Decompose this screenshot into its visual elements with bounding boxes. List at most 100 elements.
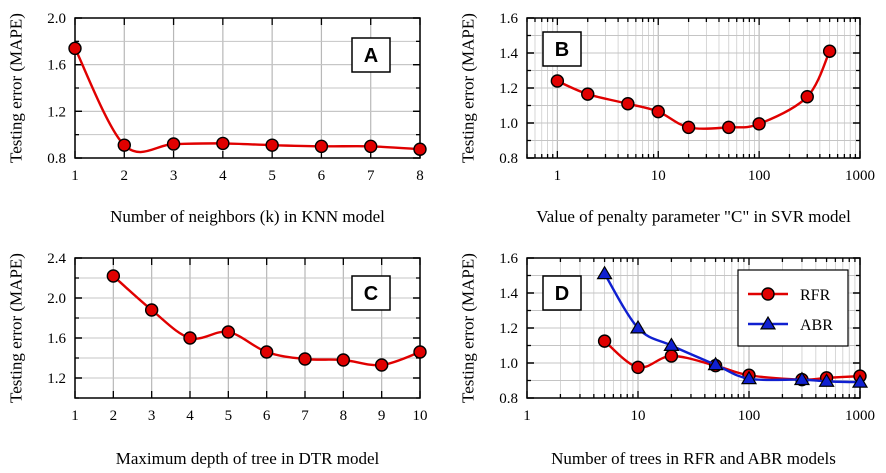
data-point	[144, 303, 159, 317]
legend-marker	[759, 315, 777, 330]
panel-letter-box	[351, 275, 391, 311]
x-tick-label: 1000	[845, 408, 875, 424]
chart-panel-a: 1 2 3 4 5 6 7 8 0.8 1.2 1.6 2.0 Number of neighbors …	[7, 11, 427, 226]
data-point	[413, 142, 427, 156]
data-point	[752, 117, 766, 131]
panel-letter-text: B	[555, 39, 569, 61]
x-axis-title: Number of neighbors (k) in KNN model	[110, 207, 385, 226]
series-abr	[596, 265, 869, 388]
x-tick-label: 10	[413, 408, 428, 424]
chart-panel-d: 1 10 100 1000 0.8 1.0 1.2 1.4 1.6 Number of trees…	[459, 251, 876, 468]
y-tick-label: 1.2	[499, 81, 518, 97]
x-tick-label: 10	[631, 408, 646, 424]
data-point	[374, 358, 389, 372]
y-tick-label: 1.6	[499, 11, 518, 27]
x-tick-label: 100	[748, 168, 771, 184]
x-tick-label: 2	[121, 168, 129, 184]
y-tick-label: 1.2	[47, 371, 66, 387]
y-tick-label: 0.8	[499, 151, 518, 167]
x-axis-title: Value of penalty parameter "C" in SVR mo…	[536, 207, 851, 226]
data-point	[851, 374, 869, 388]
y-tick-label: 2.4	[47, 251, 66, 267]
legend-box	[737, 269, 849, 347]
data-point	[596, 265, 613, 280]
panel-letter-b: B	[542, 31, 582, 67]
data-point	[629, 319, 647, 334]
x-tick-label: 2	[110, 408, 118, 424]
y-axis-title: Testing error (MAPE)	[459, 253, 478, 403]
y-tick-label: 0.8	[47, 151, 66, 167]
data-point	[166, 137, 181, 151]
x-tick-label: 10	[651, 168, 666, 184]
panel-letter-text: D	[555, 283, 569, 305]
y-tick-label: 2.0	[47, 11, 66, 27]
x-tick-label: 1	[71, 408, 79, 424]
data-point	[707, 356, 724, 371]
legend-marker	[761, 287, 775, 301]
y-tick-label: 1.4	[499, 46, 518, 62]
panel-letter-c: C	[351, 275, 391, 311]
ticks	[74, 17, 421, 159]
y-tick-label: 1.2	[47, 104, 66, 120]
series-dtr	[106, 269, 427, 372]
y-tick-label: 1.4	[499, 286, 518, 302]
x-tick-label: 4	[186, 408, 194, 424]
legend-label: ABR	[800, 317, 833, 334]
x-tick-label: 1000	[845, 168, 875, 184]
data-point	[581, 87, 595, 101]
y-tick-label: 2.0	[47, 291, 66, 307]
series-line	[556, 50, 831, 130]
y-axis-title: Testing error (MAPE)	[459, 13, 478, 163]
x-tick-label: 9	[378, 408, 386, 424]
data-point	[117, 138, 131, 152]
y-tick-label: 1.6	[499, 251, 518, 267]
y-tick-label: 1.0	[499, 356, 518, 372]
panel-letter-text: A	[364, 45, 378, 67]
legend: RFR ABR	[737, 269, 849, 347]
x-tick-label: 3	[148, 408, 156, 424]
panel-letter-box	[542, 31, 582, 67]
data-point	[800, 90, 814, 104]
x-tick-label: 6	[263, 408, 271, 424]
x-axis-title: Number of trees in RFR and ABR models	[551, 449, 836, 468]
data-point	[651, 104, 665, 119]
x-tick-label: 8	[340, 408, 348, 424]
data-point	[221, 325, 236, 339]
x-tick-label: 1	[523, 408, 531, 424]
data-point	[106, 269, 121, 283]
data-point	[265, 138, 279, 152]
panel-letter-d: D	[542, 275, 582, 311]
panel-letter-box	[351, 37, 391, 73]
data-point	[413, 345, 427, 359]
data-point	[631, 360, 645, 375]
data-point	[663, 337, 680, 351]
data-point	[68, 41, 82, 56]
data-point	[822, 44, 837, 58]
x-tick-label: 1	[71, 168, 79, 184]
data-point	[550, 74, 565, 88]
x-tick-label: 100	[738, 408, 761, 424]
x-tick-label: 1	[554, 168, 562, 184]
data-point	[216, 136, 230, 151]
y-axis-title: Testing error (MAPE)	[7, 253, 26, 403]
chart-panel-c: 1 2 3 4 5 6 7 8 9 10 1.2 1.6 2.0 2.4 Maximum depth of …	[7, 251, 428, 468]
panel-letter-text: C	[364, 283, 378, 305]
x-tick-label: 7	[367, 168, 375, 184]
y-tick-label: 0.8	[499, 391, 518, 407]
data-point	[740, 370, 758, 385]
legend-label: RFR	[800, 287, 831, 304]
data-point	[314, 139, 329, 154]
y-axis-title: Testing error (MAPE)	[7, 13, 26, 163]
data-point	[818, 373, 835, 387]
x-tick-label: 8	[416, 168, 424, 184]
ticks	[526, 257, 861, 399]
data-point	[364, 139, 378, 154]
x-tick-label: 7	[301, 408, 309, 424]
data-point	[664, 349, 679, 363]
data-point	[621, 97, 635, 111]
data-point	[336, 353, 351, 367]
x-axis-title: Maximum depth of tree in DTR model	[116, 449, 380, 468]
y-tick-label: 1.0	[499, 116, 518, 132]
panel-letter-box	[542, 275, 582, 311]
